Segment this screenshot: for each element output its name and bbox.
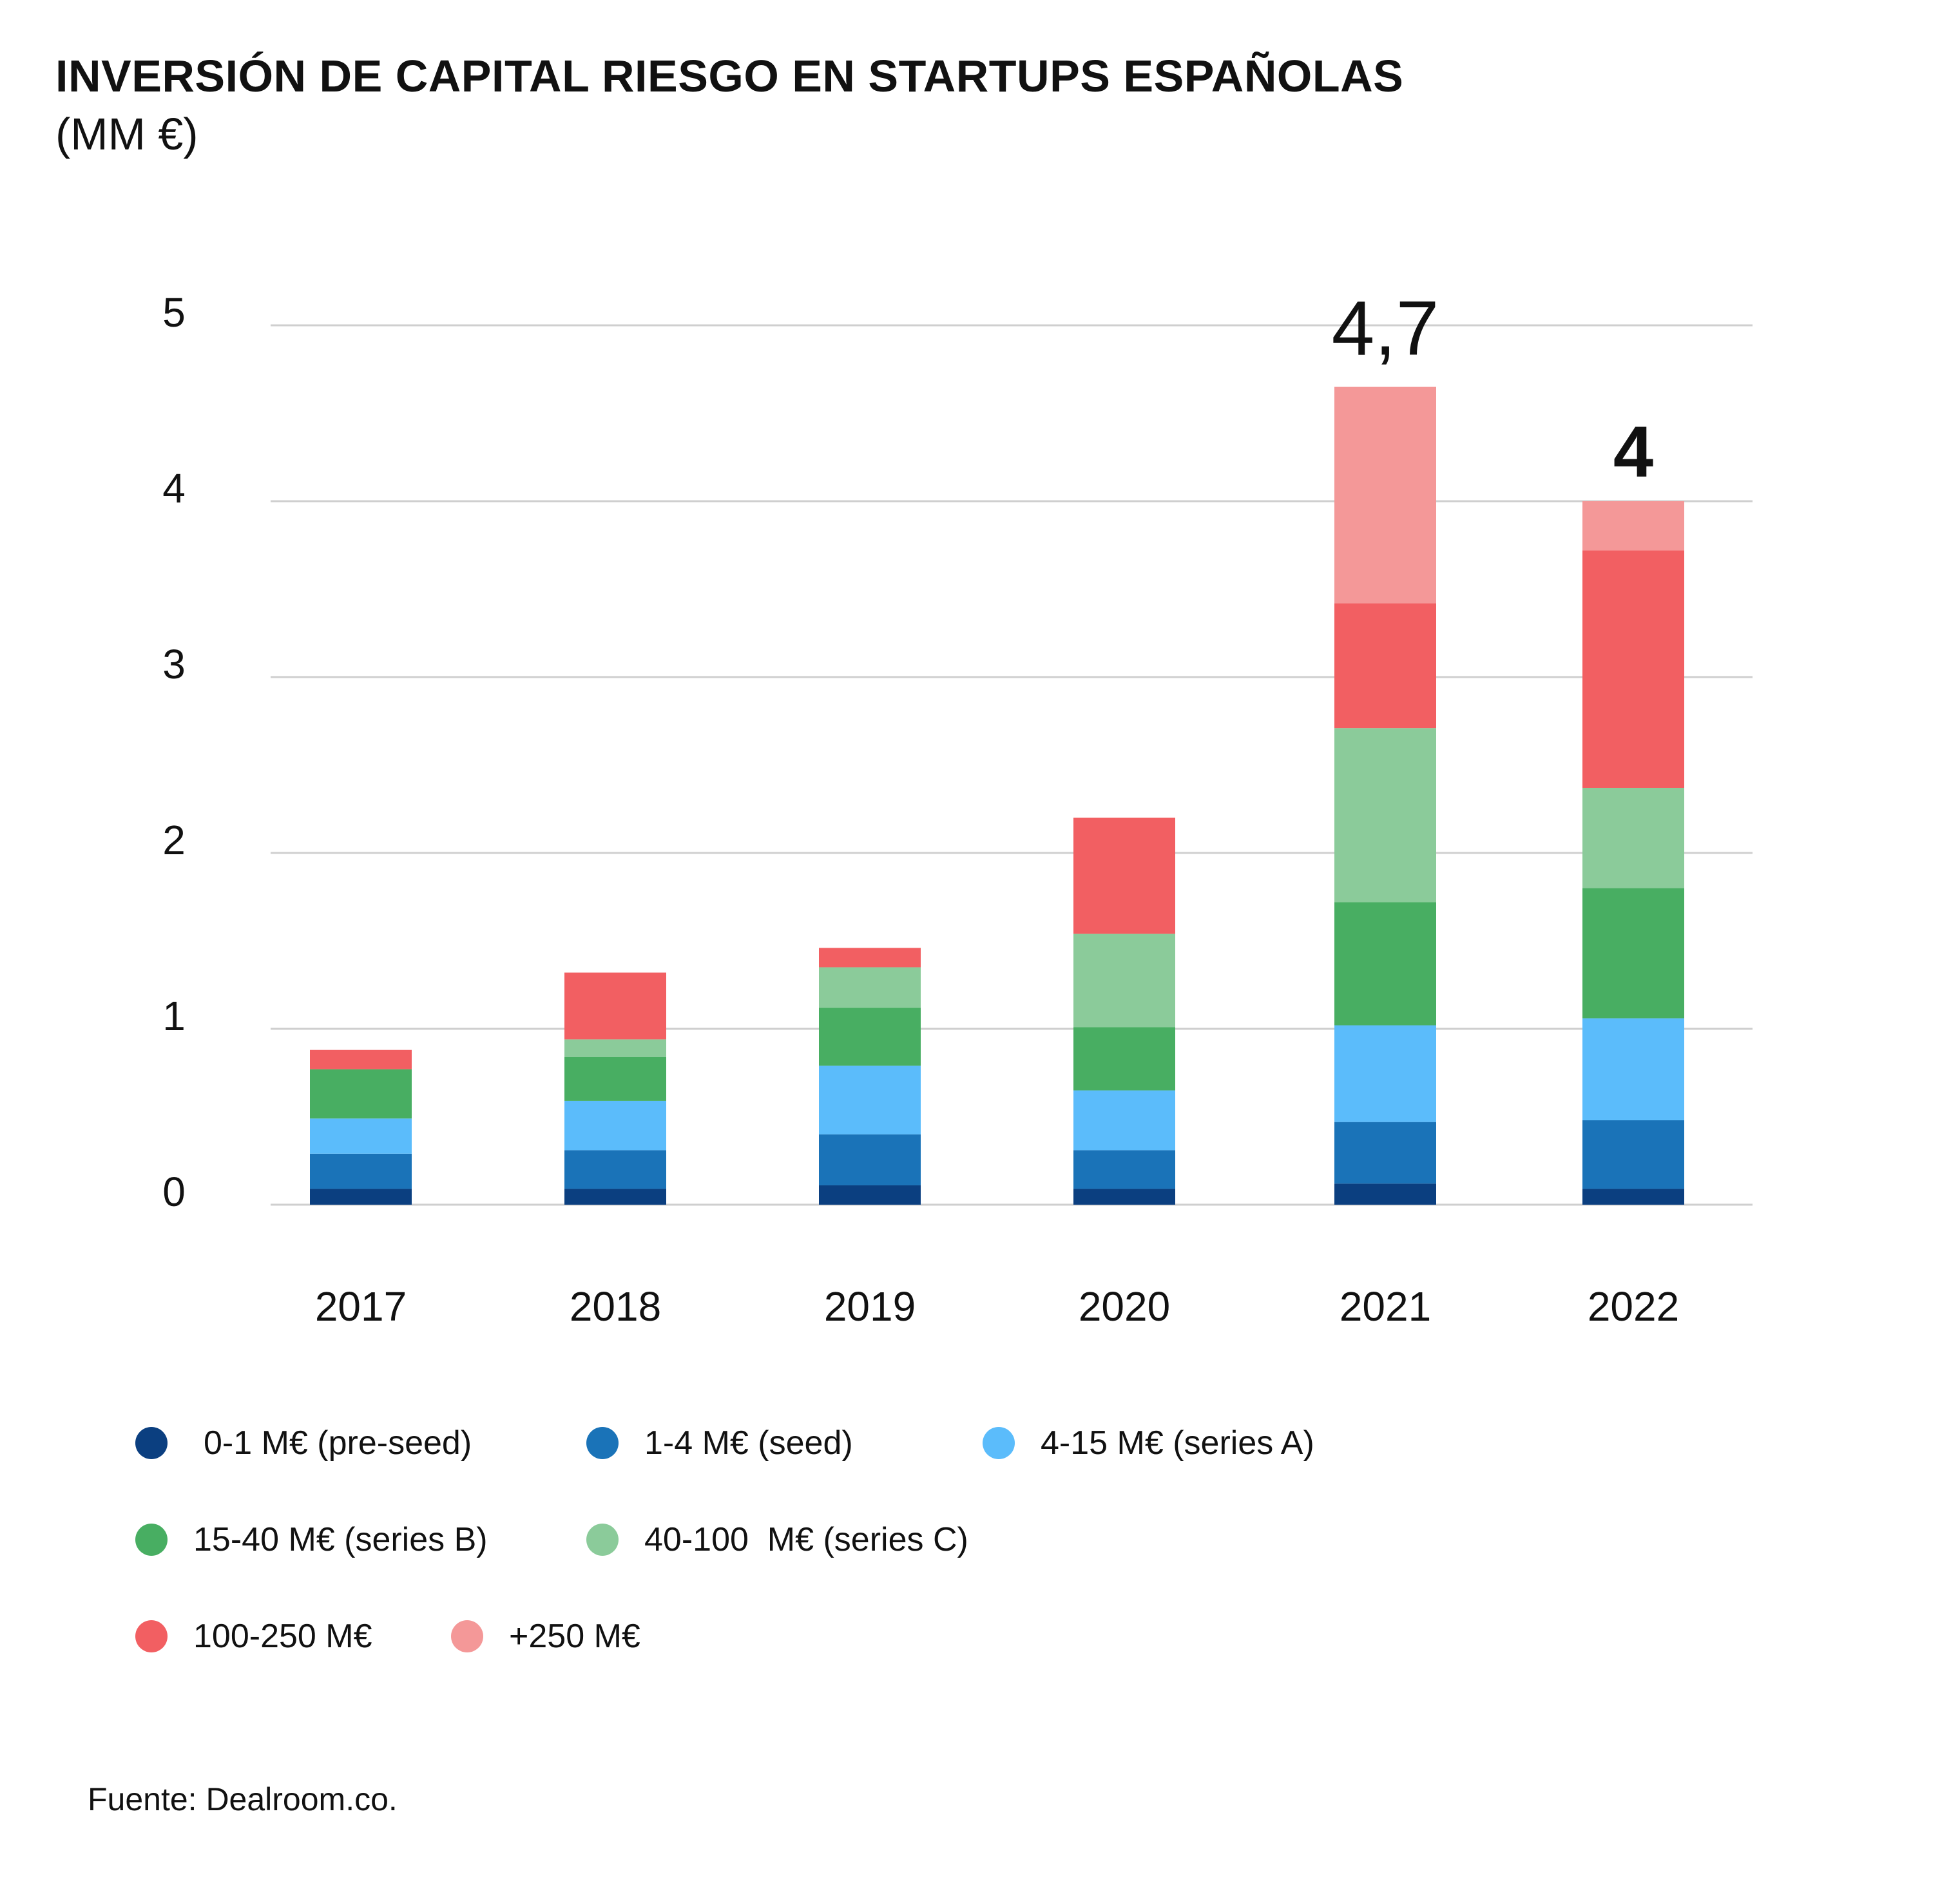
bar-segment-2019-0 xyxy=(819,1185,921,1205)
bar-segment-2021-5 xyxy=(1334,603,1436,729)
bar-segment-2020-5 xyxy=(1073,818,1175,934)
bar-segment-2018-5 xyxy=(564,972,666,1040)
y-tick-label-2: 2 xyxy=(162,817,186,863)
bar-segment-2018-4 xyxy=(564,1039,666,1057)
bar-segment-2018-0 xyxy=(564,1189,666,1205)
bar-segment-2019-5 xyxy=(819,948,921,968)
bar-segment-2019-3 xyxy=(819,1008,921,1066)
legend-item-pre-seed: 0-1 M€ (pre-seed) xyxy=(135,1424,472,1462)
legend-label-250-plus: +250 M€ xyxy=(509,1618,640,1655)
bar-segment-2020-2 xyxy=(1073,1090,1175,1151)
y-tick-label-1: 1 xyxy=(162,993,186,1039)
legend-label-pre-seed: 0-1 M€ (pre-seed) xyxy=(204,1424,472,1462)
x-tick-label-2022: 2022 xyxy=(1588,1283,1679,1330)
legend-swatch-series-c xyxy=(586,1524,619,1556)
bar-segment-2018-1 xyxy=(564,1150,666,1189)
legend-swatch-seed xyxy=(586,1427,619,1459)
legend-label-100-250: 100-250 M€ xyxy=(193,1618,372,1655)
y-tick-label-0: 0 xyxy=(162,1169,186,1215)
legend-swatch-series-b xyxy=(135,1524,168,1556)
bar-segment-2017-1 xyxy=(310,1153,412,1189)
bar-segment-2018-2 xyxy=(564,1100,666,1151)
x-tick-label-2017: 2017 xyxy=(315,1283,407,1330)
bar-segment-2022-1 xyxy=(1582,1120,1684,1189)
legend-item-series-a: 4-15 M€ (series A) xyxy=(983,1424,1314,1462)
bar-segment-2022-2 xyxy=(1582,1018,1684,1120)
chart-title: INVERSIÓN DE CAPITAL RIESGO EN STARTUPS … xyxy=(55,51,1404,101)
legend-swatch-pre-seed xyxy=(135,1427,168,1459)
bar-segment-2020-4 xyxy=(1073,933,1175,1028)
bar-segment-2021-1 xyxy=(1334,1122,1436,1184)
bar-segment-2019-1 xyxy=(819,1134,921,1185)
legend-label-series-c: 40-100 M€ (series C) xyxy=(644,1521,968,1558)
bar-segment-2021-2 xyxy=(1334,1025,1436,1122)
legend-swatch-250-plus xyxy=(451,1620,483,1652)
bar-segment-2020-0 xyxy=(1073,1189,1175,1205)
bar-segment-2022-6 xyxy=(1582,501,1684,551)
bar-segment-2021-0 xyxy=(1334,1183,1436,1205)
bar-segment-2017-2 xyxy=(310,1118,412,1154)
bar-segment-2021-4 xyxy=(1334,728,1436,903)
bar-segment-2022-5 xyxy=(1582,550,1684,788)
y-tick-label-3: 3 xyxy=(162,641,186,687)
x-tick-label-2021: 2021 xyxy=(1340,1283,1431,1330)
bar-segment-2018-3 xyxy=(564,1057,666,1101)
x-tick-label-2018: 2018 xyxy=(570,1283,661,1330)
total-label-2021: 4,7 xyxy=(1332,285,1439,372)
bar-segment-2021-3 xyxy=(1334,902,1436,1026)
x-tick-label-2020: 2020 xyxy=(1079,1283,1170,1330)
y-tick-label-4: 4 xyxy=(162,465,186,512)
bar-segment-2022-3 xyxy=(1582,888,1684,1019)
legend-label-seed: 1-4 M€ (seed) xyxy=(644,1424,853,1462)
chart-subtitle: (MM €) xyxy=(55,109,198,159)
legend-item-series-b: 15-40 M€ (series B) xyxy=(135,1520,488,1559)
legend-swatch-100-250 xyxy=(135,1620,168,1652)
bar-segment-2019-2 xyxy=(819,1066,921,1134)
legend-item-series-c: 40-100 M€ (series C) xyxy=(586,1520,968,1559)
bar-segment-2017-5 xyxy=(310,1049,412,1069)
legend-item-seed: 1-4 M€ (seed) xyxy=(586,1424,853,1462)
bar-segment-2017-0 xyxy=(310,1189,412,1205)
bar-segment-2017-3 xyxy=(310,1069,412,1119)
bar-segment-2019-4 xyxy=(819,967,921,1008)
legend-item-250-plus: +250 M€ xyxy=(451,1617,640,1656)
legend-label-series-b: 15-40 M€ (series B) xyxy=(193,1521,488,1558)
source-note: Fuente: Dealroom.co. xyxy=(88,1781,398,1817)
y-tick-label-5: 5 xyxy=(162,289,186,336)
bar-segment-2022-4 xyxy=(1582,787,1684,888)
legend-swatch-series-a xyxy=(983,1427,1015,1459)
total-label-2022: 4 xyxy=(1613,412,1653,492)
bar-segment-2020-3 xyxy=(1073,1027,1175,1091)
bar-segment-2021-6 xyxy=(1334,387,1436,604)
bar-segment-2020-1 xyxy=(1073,1150,1175,1189)
x-tick-label-2019: 2019 xyxy=(824,1283,916,1330)
legend-item-100-250: 100-250 M€ xyxy=(135,1617,372,1656)
legend-label-series-a: 4-15 M€ (series A) xyxy=(1041,1424,1314,1462)
stacked-bar-chart: 0 1 2 3 4 5 2017 2018 2019 2020 2021 4,7 2022 4 xyxy=(162,285,1753,1330)
bar-segment-2022-0 xyxy=(1582,1189,1684,1205)
